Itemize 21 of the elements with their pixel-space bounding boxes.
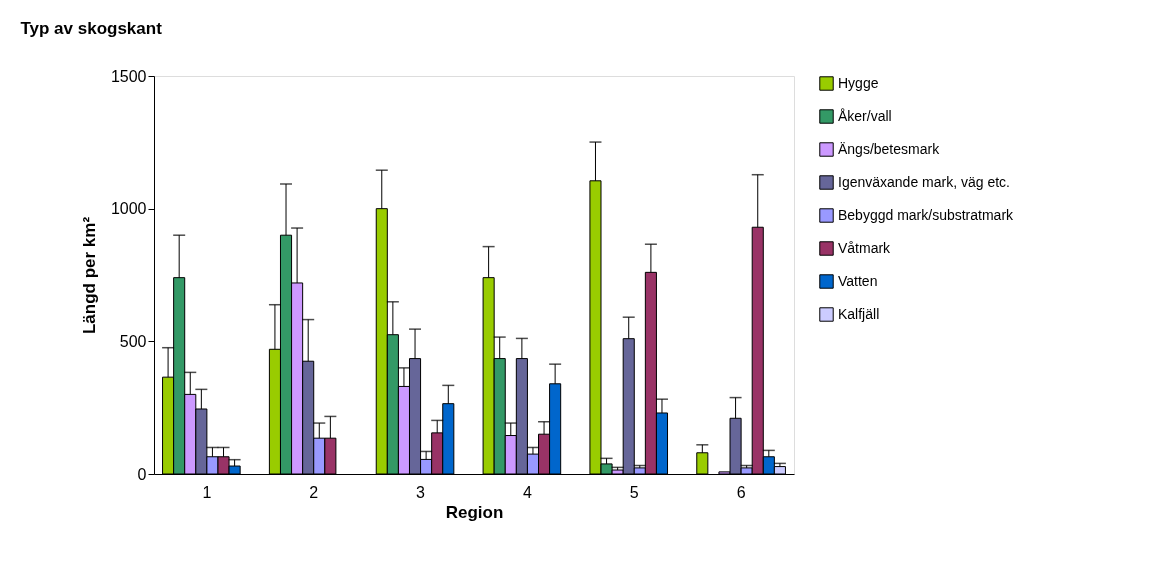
chart-title: Typ av skogskant (20, 19, 163, 38)
legend-label: Kalfjäll (838, 305, 880, 322)
y-axis-title: Längd per km² (79, 216, 99, 335)
x-tick-label: 1 (202, 483, 212, 501)
y-tick-label: 0 (137, 465, 147, 483)
x-tick-label: 2 (309, 483, 319, 501)
y-tick-label: 1500 (110, 67, 147, 85)
x-axis-title: Region (445, 502, 504, 522)
legend-label: Åker/vall (838, 107, 892, 124)
y-tick-label: 1000 (110, 200, 147, 218)
legend-label: Hygge (838, 74, 879, 91)
legend-label: Våtmark (838, 239, 892, 256)
x-tick-label: 5 (629, 483, 639, 501)
legend-label: Igenväxande mark, väg etc. (838, 173, 1010, 190)
legend-label: Bebyggd mark/substratmark (838, 206, 1015, 223)
y-tick-label: 500 (119, 332, 147, 350)
legend-label: Vatten (838, 272, 878, 289)
x-tick-label: 3 (416, 483, 426, 501)
x-tick-label: 4 (522, 483, 532, 501)
legend-label: Ängs/betesmark (838, 140, 941, 157)
x-tick-label: 6 (736, 483, 746, 501)
